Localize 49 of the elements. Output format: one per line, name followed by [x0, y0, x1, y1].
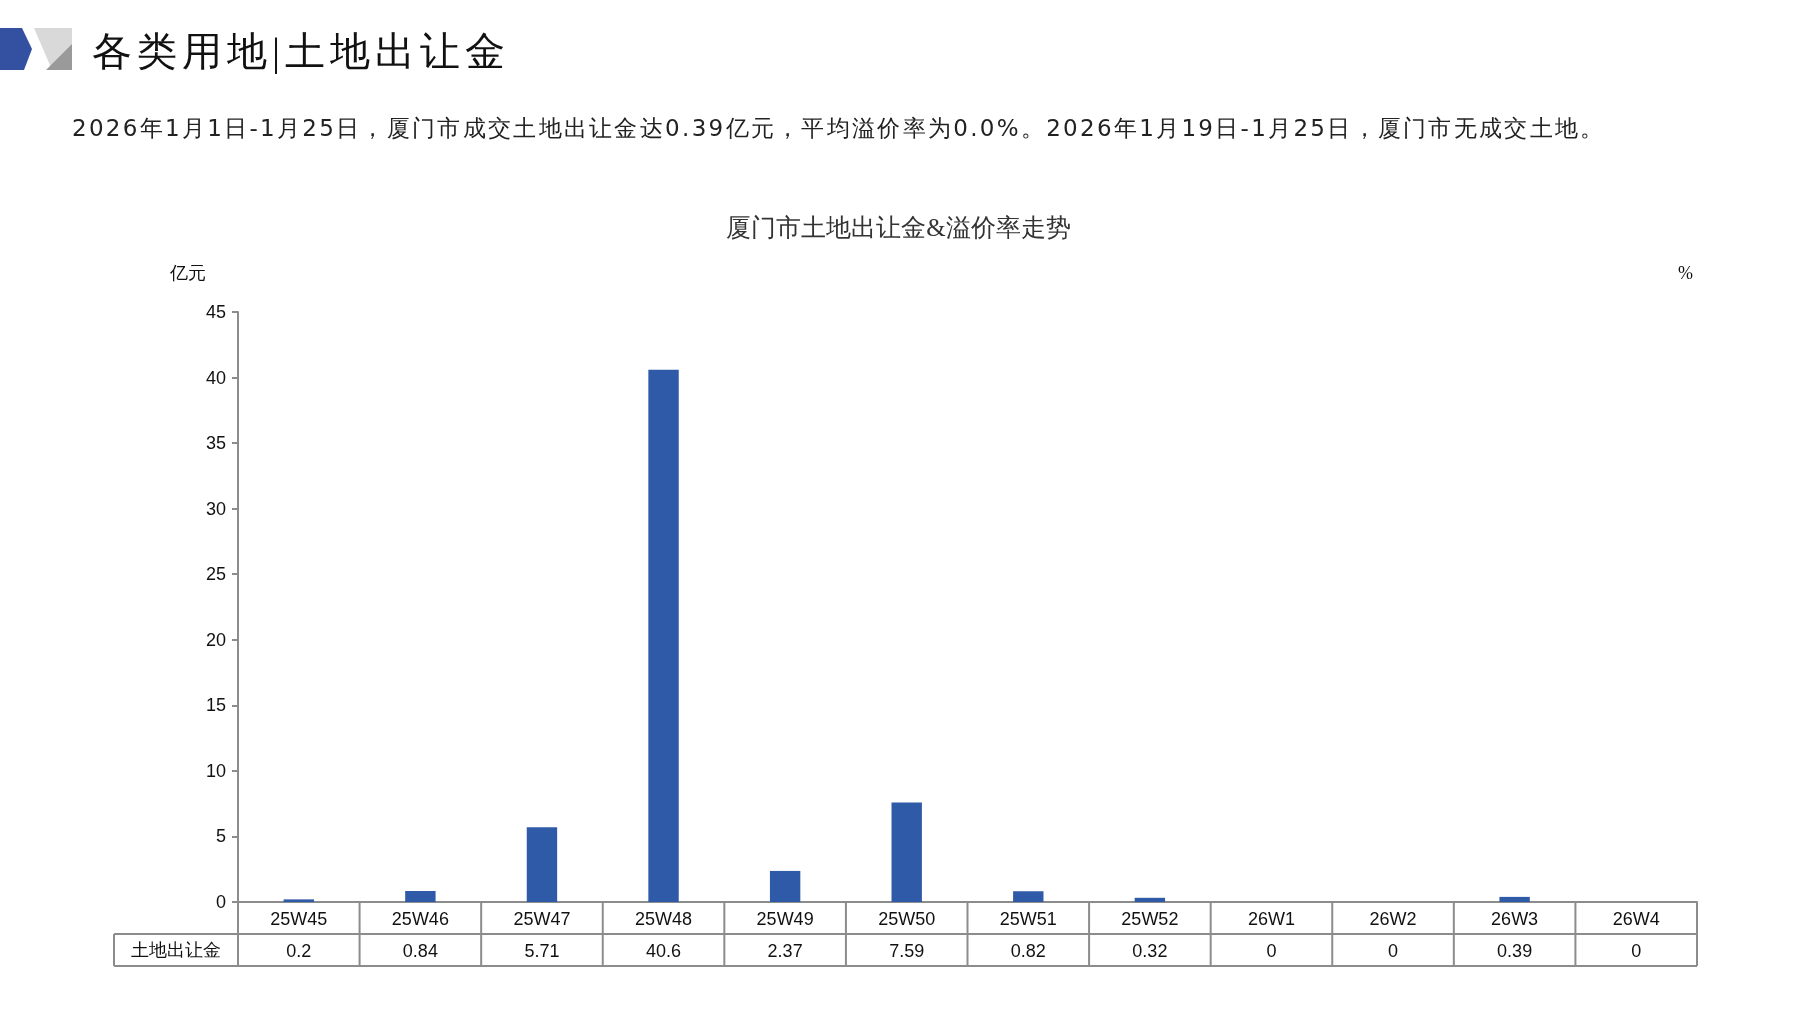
y-tick-label: 20: [205, 629, 226, 650]
data-label: 40.6: [646, 941, 682, 961]
data-label: 0.82: [1010, 941, 1046, 961]
data-label: 0: [1631, 941, 1642, 961]
x-tick-label: 26W4: [1612, 909, 1660, 929]
bar: [891, 802, 922, 902]
data-label: 0: [1266, 941, 1277, 961]
text: 2026年1月1日-1月25日，厦门市成交土地出让金达0.39亿元，平均溢价率为0.0%。2026年1月19日-1月25日，厦门市无成交土地。: [72, 114, 1606, 143]
bar: [648, 369, 679, 902]
data-label: 0.32: [1132, 941, 1168, 961]
data-label: 0.39: [1497, 941, 1533, 961]
chart-title: 厦门市土地出让金&溢价率走势: [726, 214, 1071, 241]
y-tick-label: 30: [205, 498, 226, 519]
x-tick-label: 25W47: [513, 909, 571, 929]
y2-axis-title: %: [1678, 263, 1693, 283]
y-tick-label: 5: [215, 826, 226, 847]
y-axis-title: 亿元: [169, 263, 206, 283]
x-tick-label: 25W51: [999, 909, 1057, 929]
bar: [1134, 897, 1166, 902]
x-tick-label: 25W45: [270, 909, 328, 929]
y-tick-label: 15: [205, 695, 226, 716]
y-tick-label: 40: [205, 367, 226, 388]
x-tick-label: 25W50: [878, 909, 936, 929]
x-tick-label: 25W46: [391, 909, 449, 929]
data-label: 5.71: [524, 941, 560, 961]
y-tick-label: 25: [205, 564, 226, 585]
x-tick-label: 26W1: [1247, 909, 1295, 929]
bar: [405, 890, 436, 902]
data-label: 0.2: [286, 941, 312, 961]
bar: [283, 899, 314, 902]
text: 土地出让金: [131, 940, 221, 960]
y-tick-label: 0: [215, 892, 226, 912]
data-label: 7.59: [889, 941, 925, 961]
data-label: 0.84: [402, 941, 438, 961]
x-tick-label: 25W49: [756, 909, 814, 929]
bar: [1013, 891, 1044, 902]
bar: [1499, 896, 1530, 902]
y-tick-label: 35: [205, 433, 226, 454]
x-tick-label: 25W48: [635, 909, 693, 929]
x-tick-label: 26W2: [1369, 909, 1417, 929]
x-tick-label: 26W3: [1491, 909, 1539, 929]
x-tick-label: 25W52: [1121, 909, 1179, 929]
bar: [526, 827, 558, 902]
y-tick-label: 45: [205, 302, 226, 322]
y-tick-label: 10: [205, 760, 226, 781]
bar: [769, 870, 801, 902]
text: 各类用地|土地出让金: [92, 28, 511, 76]
data-label: 2.37: [767, 941, 803, 961]
data-label: 0: [1388, 941, 1399, 961]
